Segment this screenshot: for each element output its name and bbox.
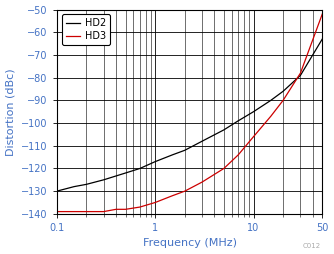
HD3: [102, 210, 106, 213]
Line: HD3: HD3: [57, 14, 322, 212]
HD2: [299, 74, 303, 77]
HD3: [124, 208, 128, 211]
HD3: [299, 72, 303, 75]
HD2: [320, 38, 324, 41]
HD3: [72, 210, 76, 213]
HD2: [124, 171, 128, 174]
Y-axis label: Distortion (dBc): Distortion (dBc): [6, 68, 16, 155]
HD3: [55, 210, 59, 213]
HD3: [183, 190, 187, 193]
HD2: [183, 149, 187, 152]
HD2: [85, 183, 89, 186]
HD2: [269, 99, 273, 102]
Text: C012: C012: [303, 243, 321, 249]
HD3: [170, 194, 174, 197]
HD3: [252, 135, 256, 138]
HD3: [281, 99, 285, 102]
Line: HD2: HD2: [57, 39, 322, 191]
HD3: [222, 167, 226, 170]
HD2: [222, 128, 226, 131]
HD3: [153, 201, 157, 204]
HD2: [200, 140, 204, 143]
HD3: [320, 12, 324, 15]
HD3: [200, 181, 204, 184]
X-axis label: Frequency (MHz): Frequency (MHz): [143, 239, 236, 248]
HD2: [170, 153, 174, 156]
HD2: [236, 119, 240, 122]
Legend: HD2, HD3: HD2, HD3: [62, 14, 110, 45]
HD2: [153, 160, 157, 163]
HD3: [114, 208, 118, 211]
HD2: [138, 167, 142, 170]
HD2: [55, 190, 59, 193]
HD3: [85, 210, 89, 213]
HD2: [252, 110, 256, 113]
HD2: [102, 178, 106, 181]
HD2: [72, 185, 76, 188]
HD3: [269, 115, 273, 118]
HD2: [281, 90, 285, 93]
HD3: [138, 205, 142, 209]
HD3: [236, 153, 240, 156]
